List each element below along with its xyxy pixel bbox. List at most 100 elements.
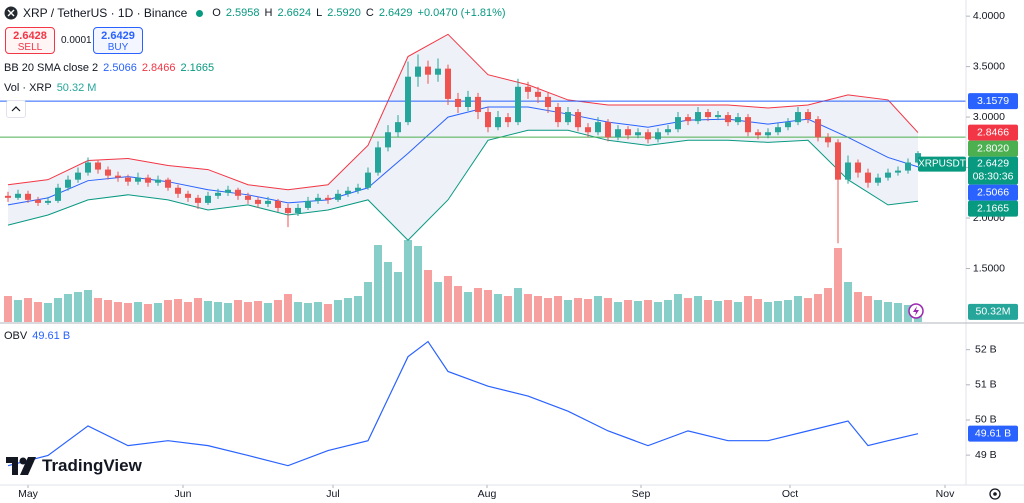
- candle-body: [895, 170, 901, 173]
- price-tag-value: 2.6429: [977, 157, 1009, 169]
- price-tag-label: 49.61 B: [975, 427, 1011, 439]
- y-tick-label: 50 B: [975, 414, 997, 426]
- candle-body: [445, 68, 451, 99]
- price-tag: [968, 303, 1018, 320]
- logo-mark: [6, 457, 36, 475]
- volume-bar: [844, 282, 852, 322]
- candle-body: [475, 96, 481, 113]
- volume-bar: [654, 302, 662, 322]
- candle-body: [365, 172, 371, 188]
- y-tick-label: 51 B: [975, 379, 997, 391]
- x-tick-label: Jul: [326, 488, 339, 500]
- candle-body: [585, 127, 591, 133]
- volume-bar: [404, 240, 412, 322]
- volume-bar: [474, 288, 482, 322]
- candle-body: [605, 122, 611, 138]
- candle-body: [775, 127, 781, 133]
- volume-bar: [584, 299, 592, 322]
- volume-bar: [164, 300, 172, 322]
- y-tick-label: 1.5000: [973, 262, 1005, 274]
- logo[interactable]: TradingView: [6, 456, 142, 476]
- candle-body: [425, 66, 431, 75]
- candle-body: [575, 112, 581, 128]
- buy-button[interactable]: 2.6429 BUY: [93, 27, 143, 54]
- y-tick-label: 4.0000: [973, 10, 1005, 22]
- volume-bar: [84, 290, 92, 322]
- candle-body: [825, 137, 831, 143]
- candle-body: [505, 117, 511, 123]
- ohlc-label: L: [316, 7, 323, 19]
- candle-body: [405, 76, 411, 123]
- candle-body: [665, 129, 671, 133]
- volume-bar: [74, 292, 82, 322]
- candle-body: [145, 177, 151, 183]
- volume-bar: [564, 300, 572, 322]
- candle-body: [25, 193, 31, 200]
- candle-body: [915, 153, 921, 163]
- volume-bar: [634, 301, 642, 322]
- collapse-button[interactable]: [6, 100, 26, 118]
- vol-legend[interactable]: Vol · XRP 50.32 M: [4, 82, 96, 94]
- volume-bar: [254, 301, 262, 322]
- volume-bar: [484, 290, 492, 322]
- volume-bar: [284, 294, 292, 322]
- price-tag-label: 2.8020: [977, 142, 1009, 154]
- volume-bar: [144, 304, 152, 322]
- symbol[interactable]: XRP / TetherUS · 1D · Binance: [23, 6, 188, 20]
- bb-legend[interactable]: BB 20 SMA close 2 2.5066 2.8466 2.1665: [4, 62, 214, 74]
- volume-bar: [304, 303, 312, 322]
- volume-bar: [264, 303, 272, 322]
- price-tag-label: 50.32M: [975, 306, 1010, 318]
- volume-bar: [704, 300, 712, 322]
- bb-title: BB 20 SMA close 2: [4, 62, 99, 74]
- x-tick-label: Sep: [632, 488, 651, 500]
- volume-bar: [424, 270, 432, 322]
- volume-bar: [274, 300, 282, 322]
- price-tag: [968, 140, 1018, 157]
- price-tag-label: 3.1579: [977, 95, 1009, 107]
- volume-bar: [574, 298, 582, 322]
- candle-body: [95, 162, 101, 170]
- candle-body: [55, 187, 61, 201]
- volume-bar: [194, 298, 202, 322]
- volume-bar: [244, 302, 252, 322]
- change: +0.0470 (+1.81%): [417, 7, 506, 19]
- candle-body: [265, 200, 271, 204]
- band-line: [7, 33, 919, 191]
- sell-button[interactable]: 2.6428 SELL: [5, 27, 55, 54]
- alert-bolt: [913, 306, 919, 316]
- volume-bar: [804, 298, 812, 322]
- candle-body: [655, 132, 661, 140]
- symbol-tag-label: XRPUSDT: [918, 159, 966, 170]
- volume-bar: [904, 305, 912, 322]
- candle-body: [735, 117, 741, 123]
- candle-body: [315, 197, 321, 201]
- candle-body: [645, 132, 651, 140]
- candle-body: [865, 172, 871, 183]
- candle-body: [5, 195, 11, 198]
- vol-title: Vol · XRP: [4, 82, 52, 94]
- candle-body: [375, 147, 381, 173]
- candle-body: [495, 117, 501, 128]
- volume-bar: [754, 299, 762, 322]
- y-tick-label: 3.0000: [973, 111, 1005, 123]
- volume-bar: [324, 304, 332, 322]
- spread-value: 0.0001: [61, 35, 92, 46]
- price-tag-label: 2.8466: [977, 126, 1009, 138]
- candle-body: [85, 162, 91, 173]
- obv-legend[interactable]: OBV 49.61 B: [4, 330, 70, 342]
- band-line: [7, 129, 919, 241]
- candle-body: [455, 98, 461, 107]
- candle-body: [535, 91, 541, 97]
- volume-bar: [174, 299, 182, 322]
- volume-bar: [724, 300, 732, 322]
- ohlc-label: O: [212, 7, 221, 19]
- sell-label: SELL: [17, 42, 43, 53]
- price-tag: [968, 156, 1018, 185]
- candle-body: [355, 187, 361, 191]
- candle-body: [715, 115, 721, 118]
- candle-body: [785, 122, 791, 128]
- volume-bar: [14, 300, 22, 322]
- bb-lower-value: 2.1665: [180, 62, 215, 74]
